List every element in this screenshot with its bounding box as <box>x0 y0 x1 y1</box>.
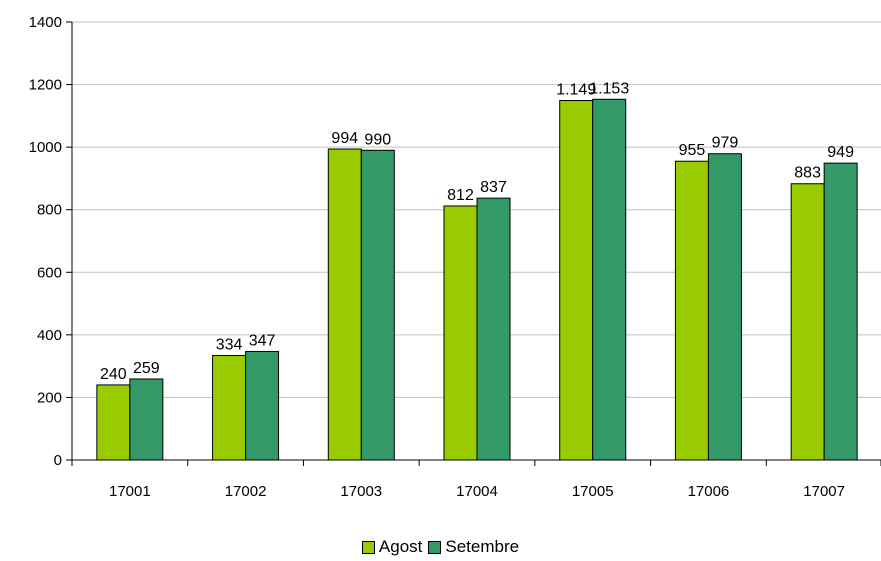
y-tick-label: 200 <box>37 389 62 406</box>
data-label: 347 <box>249 332 276 349</box>
y-tick-label: 1000 <box>29 139 62 156</box>
x-tick-label: 17002 <box>225 483 267 500</box>
x-tick-label: 17001 <box>109 483 151 500</box>
data-label: 955 <box>679 142 706 159</box>
bar-agost-17003 <box>327 148 362 461</box>
data-label: 979 <box>712 135 739 152</box>
bars <box>96 98 858 461</box>
legend-label-agost: Agost <box>378 537 423 556</box>
bar-chart-svg: 0 200 400 600 800 1000 1200 1400 17001 240 259 1700… <box>29 14 881 500</box>
bar-setembre-17002 <box>245 350 280 461</box>
bar-setembre-17001 <box>129 378 164 461</box>
bar-agost-17002 <box>212 355 247 461</box>
x-tick-label: 17006 <box>688 483 730 500</box>
bar-setembre-17005 <box>592 98 627 461</box>
bar-agost-17005 <box>559 100 594 461</box>
legend-swatch-setembre <box>428 540 442 554</box>
axes <box>66 21 881 466</box>
data-label: 812 <box>447 187 474 204</box>
bar-agost-17007 <box>790 183 825 461</box>
data-label: 334 <box>216 337 243 354</box>
x-tick-label: 17003 <box>340 483 382 500</box>
data-label: 240 <box>100 366 127 383</box>
y-tick-label: 800 <box>37 202 62 219</box>
y-tick-label: 1400 <box>29 14 62 31</box>
legend-item-agost: Agost <box>361 537 423 557</box>
labels: 0 200 400 600 800 1000 1200 1400 17001 240 259 1700… <box>29 14 854 500</box>
y-tick-label: 0 <box>54 452 62 469</box>
y-tick-label: 400 <box>37 327 62 344</box>
y-tick-label: 600 <box>37 264 62 281</box>
bar-setembre-17007 <box>823 162 858 461</box>
bar-agost-17001 <box>96 384 131 461</box>
legend: Agost Setembre <box>0 537 881 557</box>
legend-item-setembre: Setembre <box>428 537 519 557</box>
bar-agost-17006 <box>674 160 709 461</box>
data-label: 990 <box>364 131 391 148</box>
legend-label-setembre: Setembre <box>445 537 520 556</box>
bar-setembre-17006 <box>707 153 742 461</box>
data-label: 949 <box>827 144 854 161</box>
x-tick-label: 17004 <box>456 483 498 500</box>
legend-swatch-agost <box>361 540 375 554</box>
data-label: 883 <box>794 165 821 182</box>
data-label: 1.153 <box>589 80 629 97</box>
x-tick-label: 17005 <box>572 483 614 500</box>
data-label: 837 <box>480 179 507 196</box>
bar-setembre-17004 <box>476 197 511 461</box>
data-label: 259 <box>133 360 160 377</box>
data-label: 1.149 <box>556 82 596 99</box>
bar-agost-17004 <box>443 205 478 461</box>
bar-setembre-17003 <box>360 149 395 461</box>
y-tick-label: 1200 <box>29 77 62 94</box>
data-label: 994 <box>331 130 358 147</box>
x-tick-label: 17007 <box>803 483 845 500</box>
